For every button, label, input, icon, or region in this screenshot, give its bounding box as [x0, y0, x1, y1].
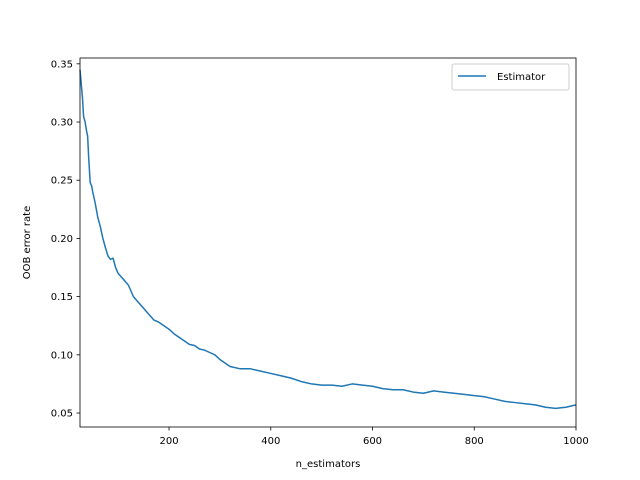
y-tick-label: 0.15 [51, 292, 73, 303]
y-tick-label: 0.25 [51, 176, 73, 187]
legend-label-estimator: Estimator [497, 72, 546, 83]
y-axis-label: OOB error rate [22, 206, 33, 279]
x-axis-ticks: 200 400 600 800 1000 [159, 427, 589, 447]
y-tick-label: 0.30 [51, 118, 73, 129]
series-line-estimator [79, 69, 577, 410]
y-tick-label: 0.05 [51, 409, 73, 420]
y-tick-label: 0.20 [51, 234, 73, 245]
x-tick-label: 800 [465, 436, 484, 447]
x-tick-label: 200 [159, 436, 178, 447]
legend: Estimator [451, 63, 570, 91]
x-tick-label: 600 [363, 436, 382, 447]
y-tick-label: 0.10 [51, 350, 73, 361]
plot-area [79, 69, 577, 410]
x-axis-label: n_estimators [296, 459, 361, 470]
y-axis-ticks: 0.05 0.10 0.15 0.20 0.25 0.30 0.35 [51, 59, 80, 420]
y-tick-label: 0.35 [51, 59, 73, 70]
x-tick-label: 400 [261, 436, 280, 447]
x-tick-label: 1000 [563, 436, 588, 447]
legend-box [451, 63, 570, 91]
axes-frame [79, 57, 577, 428]
